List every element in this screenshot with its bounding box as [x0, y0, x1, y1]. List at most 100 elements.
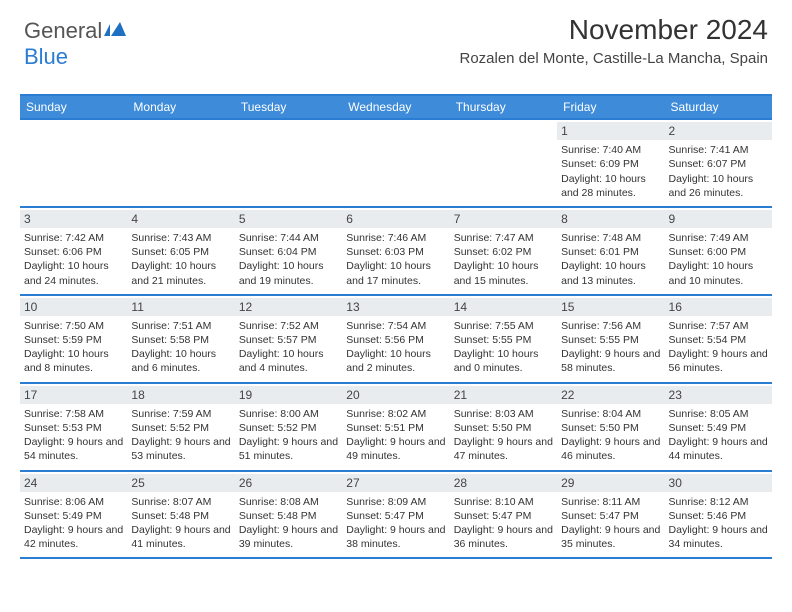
daylight-text: Daylight: 9 hours and 49 minutes.: [346, 435, 445, 463]
day-cell: 14Sunrise: 7:55 AMSunset: 5:55 PMDayligh…: [450, 296, 557, 382]
day-number: 21: [450, 386, 557, 404]
day-cell: [342, 120, 449, 206]
week-row: 24Sunrise: 8:06 AMSunset: 5:49 PMDayligh…: [20, 470, 772, 560]
day-cell: [20, 120, 127, 206]
sunset-text: Sunset: 5:50 PM: [561, 421, 660, 435]
sunset-text: Sunset: 5:55 PM: [561, 333, 660, 347]
weekday-header: Friday: [557, 96, 664, 118]
daylight-text: Daylight: 10 hours and 19 minutes.: [239, 259, 338, 287]
day-number: 15: [557, 298, 664, 316]
sunset-text: Sunset: 5:58 PM: [131, 333, 230, 347]
day-number: 24: [20, 474, 127, 492]
sunrise-text: Sunrise: 7:40 AM: [561, 143, 660, 157]
calendar-weeks: 1 Sunrise: 7:40 AMSunset: 6:09 PM Daylight…: [20, 118, 772, 559]
day-cell: 4Sunrise: 7:43 AMSunset: 6:05 PMDaylight…: [127, 208, 234, 294]
daylight-text: Daylight: 9 hours and 51 minutes.: [239, 435, 338, 463]
sunset-text: Sunset: 6:06 PM: [24, 245, 123, 259]
day-number: 1: [557, 122, 664, 140]
day-cell: 24 Sunrise: 8:06 AMSunset: 5:49 PMDayligh…: [20, 472, 127, 558]
sunrise-text: Sunrise: 7:57 AM: [669, 319, 768, 333]
sunset-text: Sunset: 6:04 PM: [239, 245, 338, 259]
sunset-text: Sunset: 5:46 PM: [669, 509, 768, 523]
sunrise-text: Sunrise: 7:58 AM: [24, 407, 123, 421]
sunset-text: Sunset: 6:07 PM: [669, 157, 768, 171]
day-number: 8: [557, 210, 664, 228]
day-number: 23: [665, 386, 772, 404]
daylight-text: Daylight: 10 hours and 15 minutes.: [454, 259, 553, 287]
sunrise-text: Sunrise: 7:44 AM: [239, 231, 338, 245]
day-number: 11: [127, 298, 234, 316]
daylight-text: Daylight: 9 hours and 54 minutes.: [24, 435, 123, 463]
sunrise-text: Sunrise: 8:04 AM: [561, 407, 660, 421]
day-cell: 28Sunrise: 8:10 AMSunset: 5:47 PMDayligh…: [450, 472, 557, 558]
day-cell: 2Sunrise: 7:41 AMSunset: 6:07 PMDaylight…: [665, 120, 772, 206]
day-number: 6: [342, 210, 449, 228]
sunset-text: Sunset: 6:02 PM: [454, 245, 553, 259]
sunrise-text: Sunrise: 8:05 AM: [669, 407, 768, 421]
weekday-header: Sunday: [20, 96, 127, 118]
sunset-text: Sunset: 5:51 PM: [346, 421, 445, 435]
day-cell: [450, 120, 557, 206]
daylight-text: Daylight: 10 hours and 17 minutes.: [346, 259, 445, 287]
sunrise-text: Sunrise: 7:42 AM: [24, 231, 123, 245]
day-number: 22: [557, 386, 664, 404]
day-cell: [235, 120, 342, 206]
weekday-header: Tuesday: [235, 96, 342, 118]
sunrise-text: Sunrise: 8:07 AM: [131, 495, 230, 509]
day-number: 5: [235, 210, 342, 228]
day-cell: 18Sunrise: 7:59 AMSunset: 5:52 PMDayligh…: [127, 384, 234, 470]
day-number: 13: [342, 298, 449, 316]
day-cell: 7Sunrise: 7:47 AMSunset: 6:02 PMDaylight…: [450, 208, 557, 294]
weekday-header: Wednesday: [342, 96, 449, 118]
sunset-text: Sunset: 5:47 PM: [561, 509, 660, 523]
sunrise-text: Sunrise: 7:46 AM: [346, 231, 445, 245]
daylight-text: Daylight: 9 hours and 34 minutes.: [669, 523, 768, 551]
sunrise-text: Sunrise: 7:52 AM: [239, 319, 338, 333]
sunrise-text: Sunrise: 7:49 AM: [669, 231, 768, 245]
daylight-text: Daylight: 10 hours and 21 minutes.: [131, 259, 230, 287]
day-cell: 29Sunrise: 8:11 AMSunset: 5:47 PMDayligh…: [557, 472, 664, 558]
sunrise-text: Sunrise: 7:43 AM: [131, 231, 230, 245]
sunrise-text: Sunrise: 7:48 AM: [561, 231, 660, 245]
day-number: 12: [235, 298, 342, 316]
day-number: 9: [665, 210, 772, 228]
logo: General Blue: [24, 18, 126, 70]
daylight-text: Daylight: 10 hours and 8 minutes.: [24, 347, 123, 375]
sunrise-text: Sunrise: 8:11 AM: [561, 495, 660, 509]
day-cell: 1Sunrise: 7:40 AMSunset: 6:09 PMDaylight…: [557, 120, 664, 206]
sunset-text: Sunset: 5:49 PM: [669, 421, 768, 435]
sunset-text: Sunset: 6:05 PM: [131, 245, 230, 259]
logo-flag-icon: [104, 22, 126, 43]
day-cell: 15Sunrise: 7:56 AMSunset: 5:55 PMDayligh…: [557, 296, 664, 382]
day-cell: 22 Sunrise: 8:04 AMSunset: 5:50 PMDayligh…: [557, 384, 664, 470]
page-header: November 2024 Rozalen del Monte, Castill…: [459, 14, 768, 67]
daylight-text: Daylight: 10 hours and 13 minutes.: [561, 259, 660, 287]
daylight-text: Daylight: 9 hours and 42 minutes.: [24, 523, 123, 551]
month-title: November 2024: [459, 14, 768, 46]
daylight-text: Daylight: 9 hours and 38 minutes.: [346, 523, 445, 551]
daylight-text: Daylight: 10 hours and 24 minutes.: [24, 259, 123, 287]
day-number: 19: [235, 386, 342, 404]
daylight-text: Daylight: 9 hours and 47 minutes.: [454, 435, 553, 463]
day-number: 28: [450, 474, 557, 492]
day-cell: 19Sunrise: 8:00 AMSunset: 5:52 PMDayligh…: [235, 384, 342, 470]
day-number: 27: [342, 474, 449, 492]
sunrise-text: Sunrise: 8:06 AM: [24, 495, 123, 509]
sunset-text: Sunset: 6:00 PM: [669, 245, 768, 259]
day-cell: 30Sunrise: 8:12 AMSunset: 5:46 PMDayligh…: [665, 472, 772, 558]
daylight-text: Daylight: 10 hours and 6 minutes.: [131, 347, 230, 375]
weekday-header-row: SundayMondayTuesdayWednesdayThursdayFrid…: [20, 94, 772, 118]
sunrise-text: Sunrise: 7:51 AM: [131, 319, 230, 333]
day-cell: 23Sunrise: 8:05 AMSunset: 5:49 PMDayligh…: [665, 384, 772, 470]
day-number: 17: [20, 386, 127, 404]
sunset-text: Sunset: 5:54 PM: [669, 333, 768, 347]
sunset-text: Sunset: 5:47 PM: [454, 509, 553, 523]
daylight-text: Daylight: 9 hours and 46 minutes.: [561, 435, 660, 463]
sunset-text: Sunset: 5:49 PM: [24, 509, 123, 523]
day-cell: 3Sunrise: 7:42 AMSunset: 6:06 PMDaylight…: [20, 208, 127, 294]
sunset-text: Sunset: 5:47 PM: [346, 509, 445, 523]
sunrise-text: Sunrise: 8:09 AM: [346, 495, 445, 509]
day-number: 25: [127, 474, 234, 492]
day-number: 30: [665, 474, 772, 492]
sunset-text: Sunset: 6:09 PM: [561, 157, 660, 171]
